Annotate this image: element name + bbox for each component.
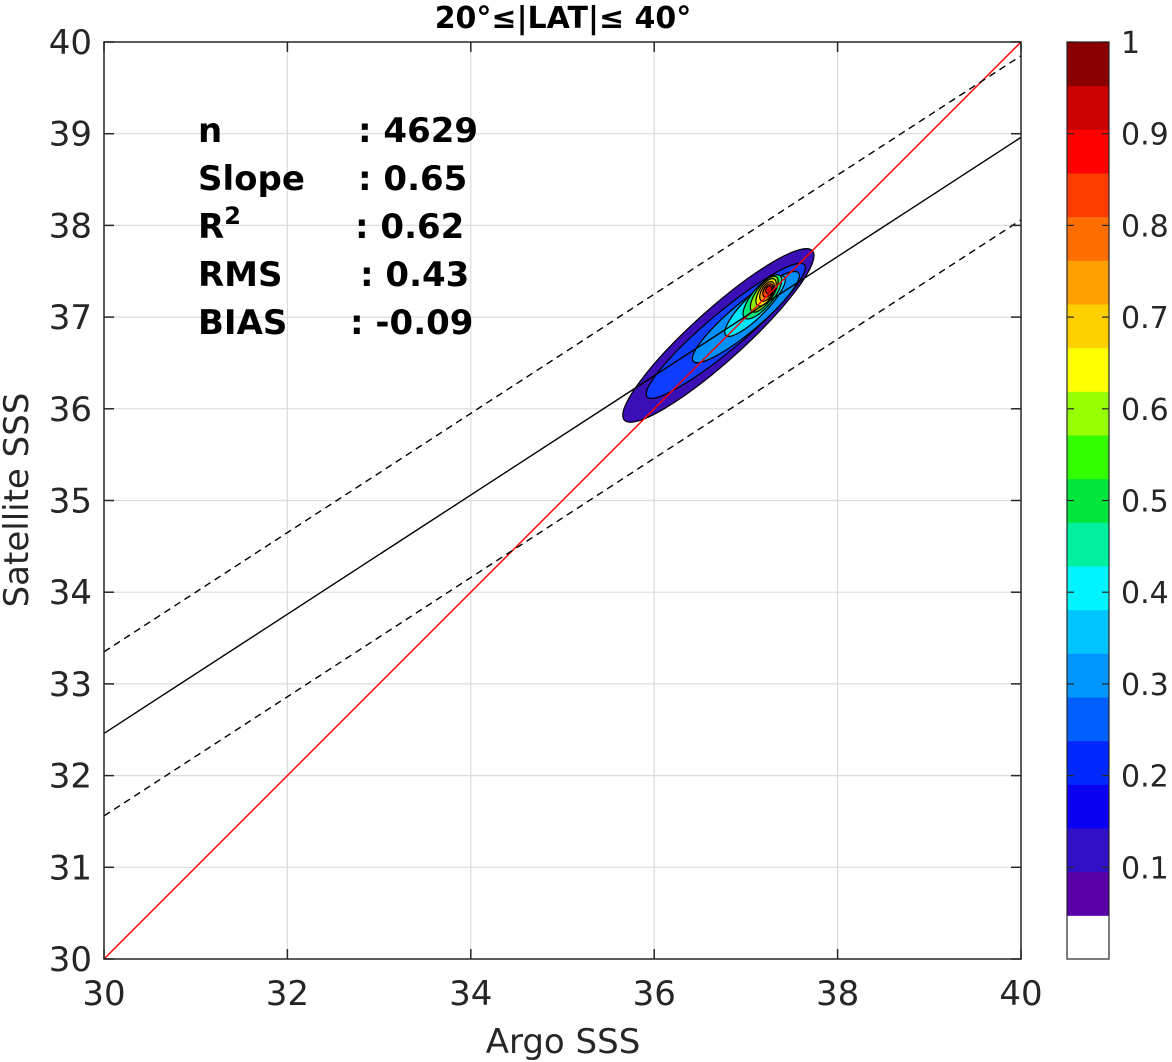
colorbar-segment <box>1067 42 1109 87</box>
stat-label: R2 <box>198 202 241 247</box>
x-tick-label: 34 <box>449 974 492 1014</box>
y-tick-label: 31 <box>49 848 92 888</box>
colorbar-tick-label: 0.1 <box>1121 851 1169 886</box>
colorbar-tick-label: 0.8 <box>1121 209 1169 244</box>
colorbar-segment <box>1067 435 1109 480</box>
colorbar-segment <box>1067 522 1109 567</box>
y-tick-label: 30 <box>49 940 92 980</box>
colorbar-segment <box>1067 85 1109 130</box>
y-tick-label: 34 <box>49 573 92 613</box>
colorbar-tick-label: 0.9 <box>1121 118 1169 153</box>
colorbar-segment <box>1067 653 1109 698</box>
colorbar-tick-label: 0.5 <box>1121 485 1169 520</box>
x-tick-label: 32 <box>266 974 309 1014</box>
grid <box>104 42 1021 959</box>
stat-value: : 0.65 <box>358 159 467 199</box>
y-tick-label: 32 <box>49 757 92 797</box>
x-tick-label: 36 <box>633 974 676 1014</box>
axis-ticks: 30 32 34 36 38 40 30 31 32 33 34 35 36 37 38 39 40 <box>49 23 1043 1014</box>
stat-value: : -0.09 <box>350 303 473 343</box>
chart-title: 20°≤|LAT|≤ 40° <box>435 1 692 36</box>
stat-label: RMS <box>198 255 283 295</box>
colorbar-segment <box>1067 697 1109 742</box>
stat-value: : 4629 <box>358 111 478 151</box>
colorbar-tick-label: 1 <box>1121 26 1140 61</box>
colorbar-segment <box>1067 740 1109 785</box>
regression-lines <box>103 41 1022 960</box>
colorbar-segment <box>1067 260 1109 305</box>
x-tick-label: 30 <box>82 974 125 1014</box>
stat-label: n <box>198 111 222 151</box>
colorbar-segment <box>1067 129 1109 174</box>
colorbar-tick-label: 0.3 <box>1121 668 1169 703</box>
y-axis-label: Satellite SSS <box>0 393 37 608</box>
colorbar-tick-label: 0.4 <box>1121 576 1169 611</box>
colorbar-tick-label: 0.2 <box>1121 760 1169 795</box>
y-tick-label: 38 <box>49 206 92 246</box>
stat-label: BIAS <box>198 303 287 343</box>
colorbar-segment <box>1067 304 1109 349</box>
colorbar-tick-label: 0.6 <box>1121 393 1169 428</box>
colorbar-segment <box>1067 566 1109 611</box>
density-contours <box>622 248 815 423</box>
y-tick-label: 36 <box>49 390 92 430</box>
line-fit-upper <box>103 55 1022 653</box>
stat-superscript: 2 <box>224 202 241 230</box>
x-axis-label: Argo SSS <box>486 1022 641 1062</box>
colorbar-segment <box>1067 784 1109 829</box>
stats-box: n : 4629 Slope : 0.65 R2 : 0.62 RMS : 0.43 BIAS:… <box>198 111 478 343</box>
colorbar: 0.1 0.2 0.3 0.4 0.5 0.6 0.7 0.8 0.9 1 <box>1066 26 1169 960</box>
y-tick-label: 33 <box>49 665 92 705</box>
y-tick-label: 37 <box>49 298 92 338</box>
colorbar-segment <box>1067 216 1109 261</box>
x-tick-label: 40 <box>999 974 1042 1014</box>
line-fit-lower <box>103 219 1022 817</box>
colorbar-segment <box>1067 915 1109 960</box>
line-identity <box>103 41 1022 960</box>
colorbar-segment <box>1067 347 1109 392</box>
stat-value: : 0.62 <box>355 207 464 247</box>
y-tick-label: 40 <box>49 23 92 63</box>
y-tick-label: 39 <box>49 115 92 155</box>
colorbar-segment <box>1067 828 1109 873</box>
colorbar-segment <box>1067 173 1109 218</box>
y-tick-label: 35 <box>49 482 92 522</box>
colorbar-tick-label: 0.7 <box>1121 301 1169 336</box>
colorbar-segment <box>1067 609 1109 654</box>
stat-value: : 0.43 <box>360 255 469 295</box>
x-tick-label: 38 <box>816 974 859 1014</box>
stat-label: Slope <box>198 159 305 199</box>
colorbar-segment <box>1067 391 1109 436</box>
colorbar-segment <box>1067 871 1109 916</box>
line-fit <box>103 136 1022 735</box>
